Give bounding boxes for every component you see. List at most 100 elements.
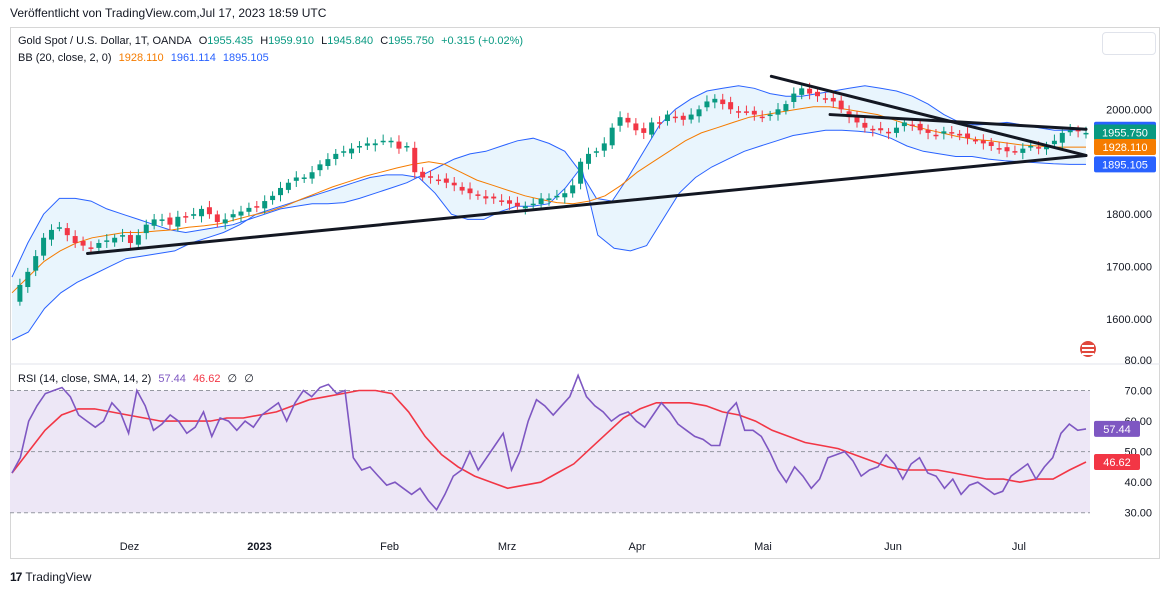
candle-body xyxy=(356,146,362,148)
candle-body xyxy=(807,88,813,94)
candle-body xyxy=(957,133,963,136)
candle-body xyxy=(664,114,670,122)
candle-body xyxy=(404,146,410,148)
candle-body xyxy=(743,111,749,113)
candle-body xyxy=(33,256,39,271)
price-badge-label: 1928.110 xyxy=(1102,142,1147,154)
us-flag-icon[interactable] xyxy=(1078,339,1098,359)
candle-body xyxy=(751,110,757,115)
candle-body xyxy=(799,88,805,95)
candle-body xyxy=(341,151,347,153)
change-value: +0.315 (+0.02%) xyxy=(441,35,524,47)
candle-body xyxy=(191,214,197,216)
candle-body xyxy=(720,99,726,105)
time-axis-label: Mai xyxy=(754,541,772,553)
candle-body xyxy=(522,206,528,209)
trendline-3 xyxy=(828,113,1088,131)
price-badge xyxy=(1094,156,1156,173)
candle-body xyxy=(546,198,552,200)
candle-body xyxy=(657,122,663,124)
candle-body xyxy=(96,243,102,248)
candle-body xyxy=(483,196,489,199)
candle-body xyxy=(854,115,860,123)
candle-body xyxy=(538,198,544,205)
candle-body xyxy=(159,219,165,221)
candle-body xyxy=(230,214,236,218)
candle-body xyxy=(412,147,418,173)
brand-label: TradingView xyxy=(25,570,92,584)
candle-body xyxy=(1036,147,1042,149)
time-axis-label: Mrz xyxy=(498,541,516,553)
candle-body xyxy=(1012,151,1018,153)
candle-body xyxy=(396,141,402,149)
high-value: 1959.910 xyxy=(268,35,315,47)
candle-body xyxy=(712,98,718,103)
bb-fill xyxy=(12,85,1086,340)
candle-body xyxy=(688,114,694,120)
tradingview-logo: 17 TradingView xyxy=(10,570,91,584)
rsi-value: 57.44 xyxy=(158,373,186,385)
rsi-label: RSI (14, close, SMA, 14, 2) xyxy=(18,373,152,385)
candle-body xyxy=(893,127,899,133)
bb-upper-line xyxy=(11,85,1087,278)
candle-body xyxy=(530,203,536,206)
candle-body xyxy=(364,143,370,146)
candle-body xyxy=(972,139,978,142)
candle-body xyxy=(514,202,520,207)
trendline-2 xyxy=(769,74,1088,157)
candle-body xyxy=(625,117,631,123)
rsi-na-1: ∅ xyxy=(227,373,238,385)
candle-body xyxy=(988,142,994,147)
candle-body xyxy=(909,124,915,127)
tradingview-mark-icon: 17 xyxy=(10,570,22,584)
time-axis-label: 2023 xyxy=(247,541,271,553)
candle-body xyxy=(112,237,118,243)
candle-body xyxy=(104,240,110,242)
candle-body xyxy=(791,93,797,102)
candle-body xyxy=(822,98,828,100)
candle-body xyxy=(609,127,615,146)
candle-body xyxy=(143,224,149,234)
close-value: 1955.750 xyxy=(388,35,435,47)
candle-body xyxy=(593,151,599,153)
bb-label: BB (20, close, 2, 0) xyxy=(18,52,112,64)
candle-body xyxy=(1083,132,1089,135)
candle-body xyxy=(238,211,244,216)
candle-body xyxy=(578,161,584,184)
candle-body xyxy=(333,153,339,160)
bb-lower-value: 1895.105 xyxy=(222,52,269,64)
price-tick-label: 1600.000 xyxy=(1106,314,1152,326)
candle-body xyxy=(420,171,426,178)
candle-body xyxy=(830,97,836,102)
candle-body xyxy=(507,200,513,204)
candle-body xyxy=(301,177,307,179)
candle-body xyxy=(641,128,647,133)
candle-body xyxy=(325,159,331,167)
candle-body xyxy=(680,115,686,120)
candle-body xyxy=(933,134,939,137)
candle-body xyxy=(372,143,378,146)
rsi-legend: RSI (14, close, SMA, 14, 2) 57.44 46.62 … xyxy=(18,372,258,385)
time-axis-label: Apr xyxy=(629,541,646,553)
low-label: L xyxy=(321,35,328,47)
candle-body xyxy=(1051,140,1057,145)
candle-body xyxy=(254,206,260,208)
candle-body xyxy=(570,185,576,194)
candle-body xyxy=(278,187,283,196)
candle-body xyxy=(120,235,126,237)
candle-body xyxy=(759,116,765,119)
candle-body xyxy=(704,101,710,108)
candle-body xyxy=(17,284,23,302)
candle-body xyxy=(878,128,884,131)
chart-settings-button[interactable] xyxy=(1102,32,1156,55)
candle-body xyxy=(380,140,386,143)
bb-legend: BB (20, close, 2, 0) 1928.110 1961.114 1… xyxy=(18,52,273,64)
candle-body xyxy=(222,219,228,224)
candle-body xyxy=(467,188,473,194)
candle-body xyxy=(262,201,268,209)
candle-body xyxy=(206,207,212,215)
open-value: 1955.435 xyxy=(207,35,254,47)
candle-body xyxy=(175,216,181,227)
open-label: O xyxy=(198,35,208,47)
